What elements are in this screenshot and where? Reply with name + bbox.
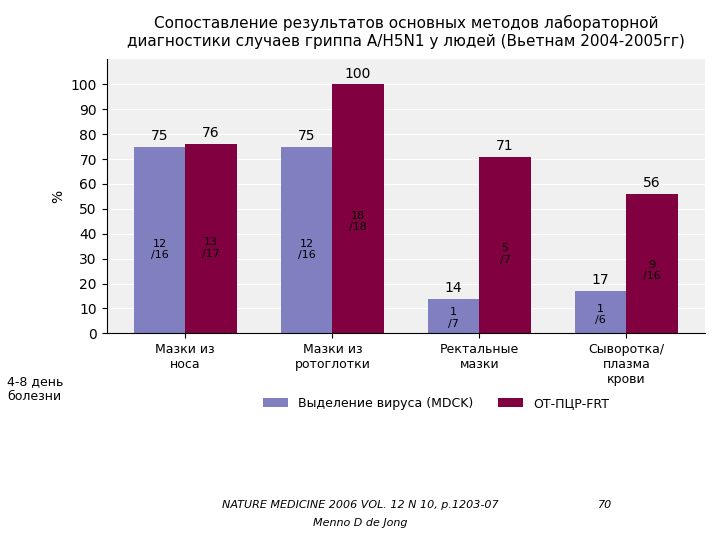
Text: 76: 76: [202, 126, 220, 140]
Text: 9
/16: 9 /16: [643, 260, 661, 281]
Bar: [281, 147, 333, 333]
Text: 14: 14: [445, 281, 462, 295]
Text: 13
/17: 13 /17: [202, 238, 220, 259]
Text: 70: 70: [598, 500, 612, 510]
Y-axis label: %: %: [51, 190, 65, 203]
Bar: [333, 84, 384, 333]
Text: 12
/16: 12 /16: [150, 239, 168, 260]
Text: 4-8 день
болезни: 4-8 день болезни: [7, 375, 63, 403]
Text: 100: 100: [345, 66, 372, 80]
Title: Сопоставление результатов основных методов лабораторной
диагностики случаев грип: Сопоставление результатов основных метод…: [127, 15, 685, 49]
Text: 75: 75: [298, 129, 315, 143]
Text: 1
/6: 1 /6: [595, 303, 606, 325]
Bar: [185, 144, 237, 333]
Text: 17: 17: [592, 273, 609, 287]
Text: 18
/18: 18 /18: [349, 211, 367, 232]
Bar: [428, 299, 480, 333]
Text: 71: 71: [496, 139, 514, 153]
Bar: [626, 194, 678, 333]
Text: 56: 56: [643, 176, 661, 190]
Bar: [575, 291, 626, 333]
Bar: [480, 157, 531, 333]
Text: Menno D de Jong: Menno D de Jong: [312, 518, 408, 529]
Text: 1
/7: 1 /7: [448, 307, 459, 328]
Legend: Выделение вируса (МDCK), ОТ-ПЦР-FRT: Выделение вируса (МDCK), ОТ-ПЦР-FRT: [258, 392, 614, 415]
Bar: [134, 147, 185, 333]
Text: 12
/16: 12 /16: [297, 239, 315, 260]
Text: NATURE MEDICINE 2006 VOL. 12 N 10, р.1203-07: NATURE MEDICINE 2006 VOL. 12 N 10, р.120…: [222, 500, 498, 510]
Text: 5
/7: 5 /7: [500, 243, 510, 265]
Text: 75: 75: [150, 129, 168, 143]
